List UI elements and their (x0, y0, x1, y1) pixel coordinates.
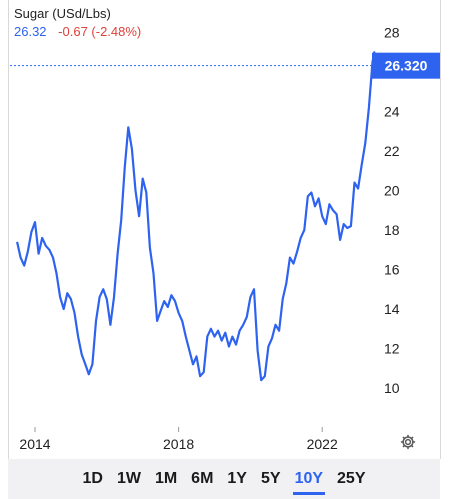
y-tick-label: 24 (384, 104, 400, 120)
range-button-6m[interactable]: 6M (191, 470, 214, 487)
current-price: 26.32 (14, 24, 47, 39)
range-button-1w[interactable]: 1W (116, 470, 141, 487)
price-tag: 26.320 (372, 52, 440, 79)
y-tick-label: 22 (384, 143, 400, 159)
price-change: -0.67 (-2.48%) (58, 24, 142, 39)
price-tag-background (372, 52, 440, 79)
gear-icon[interactable] (399, 433, 417, 451)
range-button-10y[interactable]: 10Y (292, 466, 326, 495)
range-button-1m[interactable]: 1M (154, 470, 178, 487)
range-button-5y[interactable]: 5Y (260, 470, 281, 487)
price-tag-value: 26.320 (385, 58, 428, 74)
quote-header: Sugar (USd/Lbs) 26.32 -0.67 (-2.48%) (14, 6, 141, 40)
quote-line: 26.32 -0.67 (-2.48%) (14, 24, 141, 40)
series-line (16, 51, 378, 382)
chart-left-border (8, 0, 9, 459)
y-tick-label: 20 (384, 183, 400, 199)
y-tick-label: 10 (384, 380, 400, 396)
y-tick-label: 28 (384, 25, 400, 41)
x-axis: 2014 2018 2022 (19, 427, 338, 452)
range-button-25y[interactable]: 25Y (337, 470, 366, 487)
y-tick-label: 18 (384, 222, 400, 238)
symbol-label: Sugar (USd/Lbs) (14, 6, 111, 21)
range-button-1y[interactable]: 1Y (227, 470, 247, 487)
chart-right-border (440, 0, 441, 459)
y-tick-label: 14 (384, 301, 400, 317)
x-tick-label: 2018 (163, 436, 194, 452)
range-button-1d[interactable]: 1D (82, 470, 103, 487)
y-axis: 10121416182022242628 (384, 25, 400, 397)
x-tick-label: 2014 (19, 436, 50, 452)
y-tick-label: 12 (384, 341, 400, 357)
range-selector: 1D 1W 1M 6M 1Y 5Y 10Y 25Y (8, 459, 440, 499)
x-tick-label: 2022 (307, 436, 338, 452)
y-tick-label: 16 (384, 262, 400, 278)
